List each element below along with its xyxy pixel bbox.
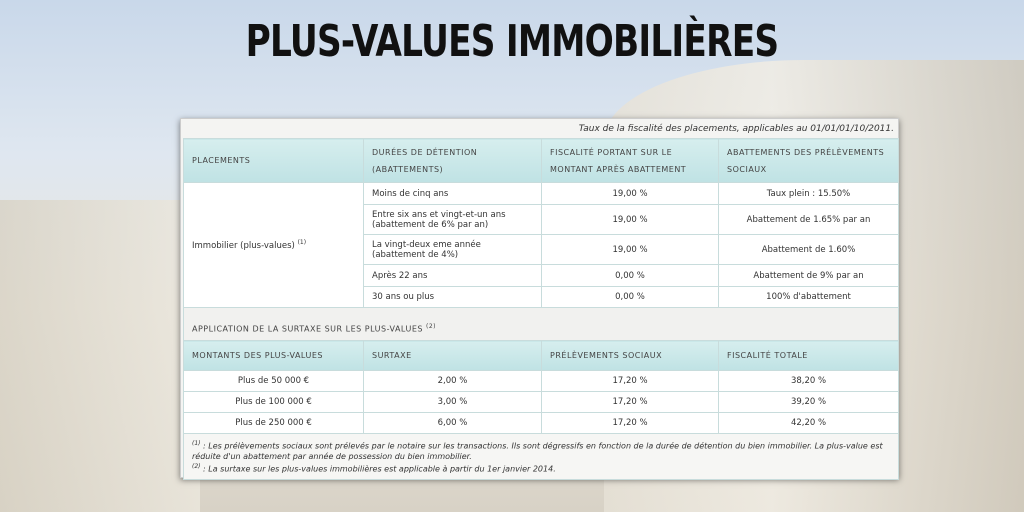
header-surtaxe: SURTAXE [363,340,542,371]
table-row: 30 ans ou plus 0,00 % 100% d'abattement [184,286,899,308]
fiscalite-cell: 19,00 % [541,234,719,265]
header-durees: DURÉES DE DÉTENTION (ABATTEMENTS) [363,138,542,183]
page-title: PLUS-VALUES IMMOBILIÈRES [245,16,779,67]
montant-cell: Plus de 250 000 € [183,412,364,434]
total-cell: 39,20 % [718,391,899,413]
footnote-mark: (1) [192,440,201,447]
surtaxe-cell: 2,00 % [363,370,542,392]
header-fiscalite-totale: FISCALITÉ TOTALE [718,340,899,371]
header-montants: MONTANTS DES PLUS-VALUES [183,340,364,371]
section-heading: APPLICATION DE LA SURTAXE SUR LES PLUS-V… [183,307,899,341]
placement-label: Immobilier (plus-values) [192,240,295,251]
abattement-cell: Abattement de 9% par an [718,264,899,287]
montant-cell: Plus de 100 000 € [183,391,364,413]
duree-cell: Après 22 ans [363,264,542,287]
background-building-left [0,200,200,512]
surtaxe-cell: 3,00 % [363,391,542,413]
table-header-row: MONTANTS DES PLUS-VALUES SURTAXE PRÉLÈVE… [183,340,899,371]
footnotes-row: (1) : Les prélèvements sociaux sont prél… [183,432,899,481]
table-row: Plus de 50 000 € 2,00 % 17,20 % 38,20 % [183,370,899,392]
duree-cell: Entre six ans et vingt-et-un ans (abatte… [363,204,542,235]
prelevements-cell: 17,20 % [541,412,719,434]
footnote-2: : La surtaxe sur les plus-values immobil… [200,464,556,474]
fiscalite-cell: 0,00 % [541,286,719,308]
fiscalite-cell: 19,00 % [541,204,719,235]
header-placements: PLACEMENTS [183,138,364,183]
header-prelevements: PRÉLÈVEMENTS SOCIAUX [541,340,719,371]
table-row: La vingt-deux eme année (abattement de 4… [184,234,899,265]
fiscalite-cell: 19,00 % [541,182,719,205]
header-abattements: ABATTEMENTS DES PRÉLÈVEMENTS SOCIAUX [718,138,899,183]
abattement-cell: Taux plein : 15.50% [718,182,899,205]
abattement-cell: Abattement de 1.65% par an [718,204,899,235]
tax-table: PLACEMENTS DURÉES DE DÉTENTION (ABATTEME… [183,138,899,481]
duree-cell: 30 ans ou plus [363,286,542,308]
placement-cell: Immobilier (plus-values) (1) [183,182,364,308]
total-cell: 42,20 % [718,412,899,434]
footnote-ref: (1) [297,239,307,247]
section-label: APPLICATION DE LA SURTAXE SUR LES PLUS-V… [192,324,423,334]
total-cell: 38,20 % [718,370,899,392]
abattement-cell: Abattement de 1.60% [718,234,899,265]
footnotes: (1) : Les prélèvements sociaux sont prél… [183,432,899,481]
header-fiscalite: FISCALITÉ PORTANT SUR LE MONTANT APRÈS A… [541,138,719,183]
table-row: Après 22 ans 0,00 % Abattement de 9% par… [184,264,899,287]
footnote-ref: (2) [426,322,437,330]
section-row: APPLICATION DE LA SURTAXE SUR LES PLUS-V… [183,307,899,341]
table-row: Immobilier (plus-values) (1) Moins de ci… [183,182,899,308]
table-row: Entre six ans et vingt-et-un ans (abatte… [184,204,899,235]
duree-cell: La vingt-deux eme année (abattement de 4… [363,234,542,265]
prelevements-cell: 17,20 % [541,391,719,413]
montant-cell: Plus de 50 000 € [183,370,364,392]
table-caption: Taux de la fiscalité des placements, app… [578,124,894,134]
table-row: Plus de 250 000 € 6,00 % 17,20 % 42,20 % [183,412,899,434]
duree-cell: Moins de cinq ans [363,182,542,205]
footnote-1: : Les prélèvements sociaux sont prélevés… [192,441,883,461]
prelevements-cell: 17,20 % [541,370,719,392]
footnote-mark: (2) [192,462,201,470]
surtaxe-cell: 6,00 % [363,412,542,434]
table-header-row: PLACEMENTS DURÉES DE DÉTENTION (ABATTEME… [183,138,899,183]
abattement-cell: 100% d'abattement [718,286,899,308]
table-row: Plus de 100 000 € 3,00 % 17,20 % 39,20 % [183,391,899,413]
fiscalite-cell: 0,00 % [541,264,719,287]
tax-table-panel: Taux de la fiscalité des placements, app… [180,118,899,481]
